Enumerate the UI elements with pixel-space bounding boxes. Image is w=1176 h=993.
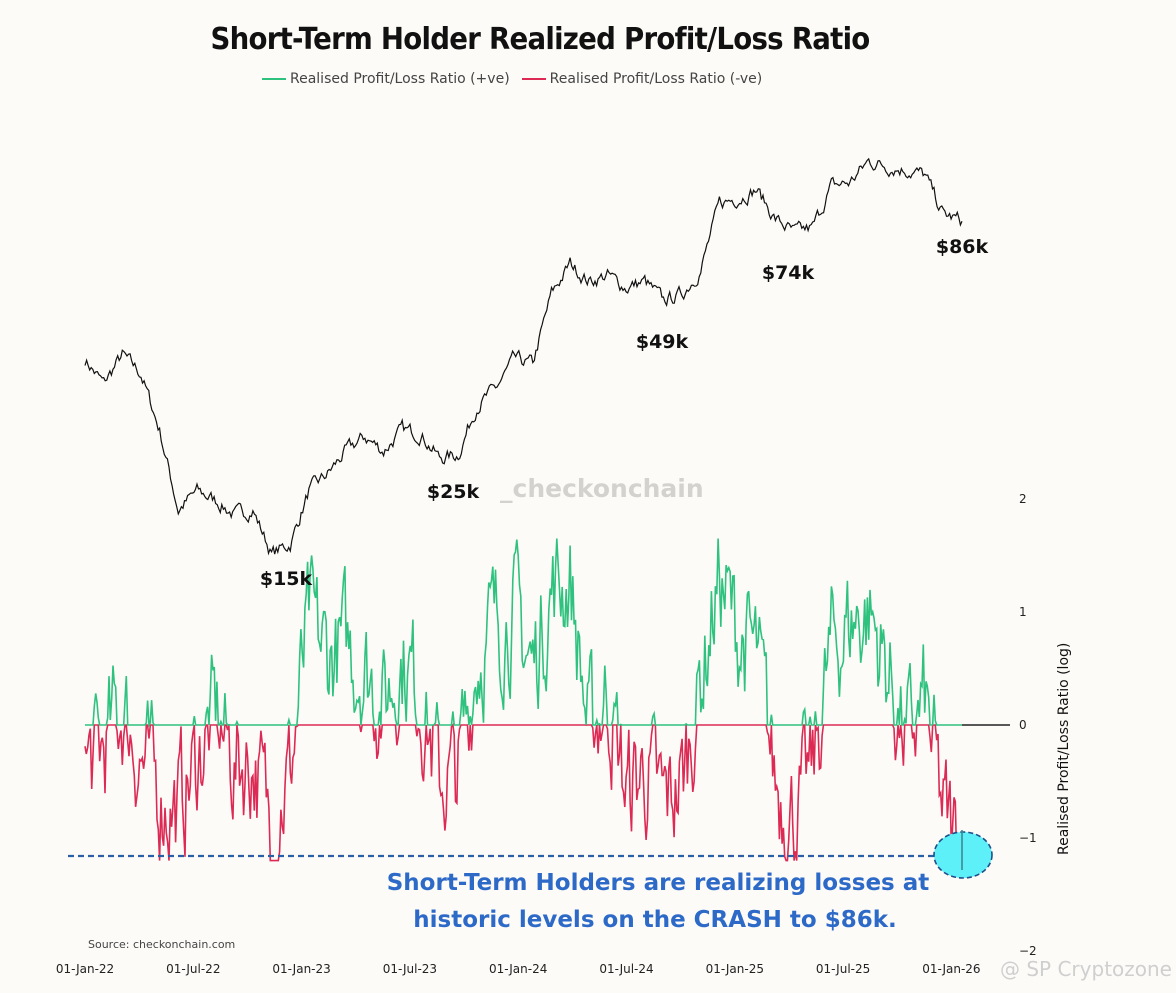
legend-swatch-negative — [521, 78, 546, 80]
ratio-negative-line — [84, 723, 963, 862]
credit-watermark: @ SP Cryptozone — [1000, 957, 1172, 981]
axis-layer: 2 1 0 −1 −2 Realised Profit/Loss Ratio (log) 0… — [56, 492, 1072, 976]
legend-label-negative: Realised Profit/Loss Ratio (-ve) — [549, 71, 763, 87]
x-tick-label: 01-Jul-24 — [599, 962, 653, 976]
annotation-line-2: historic levels on the CRASH to $86k. — [413, 907, 896, 933]
x-tick-label: 01-Jul-23 — [383, 962, 437, 976]
highlight-circle — [933, 831, 993, 879]
ratio-layer — [84, 538, 1010, 862]
price-annotation: $49k — [636, 331, 689, 353]
legend-label-positive: Realised Profit/Loss Ratio (+ve) — [290, 71, 510, 87]
y-tick-label: 0 — [1019, 718, 1027, 732]
y-axis-label: Realised Profit/Loss Ratio (log) — [1056, 643, 1072, 855]
y-tick-label: 2 — [1019, 492, 1027, 506]
x-tick-label: 01-Jan-22 — [56, 962, 114, 976]
y-tick-label: −2 — [1019, 944, 1037, 958]
price-layer — [84, 157, 963, 556]
chart-legend: Realised Profit/Loss Ratio (+ve) Realise… — [262, 71, 768, 87]
y-tick-label: 1 — [1019, 605, 1027, 619]
x-tick-label: 01-Jan-23 — [272, 962, 330, 976]
x-tick-label: 01-Jan-26 — [922, 962, 980, 976]
price-annotation: $25k — [427, 481, 480, 503]
source-text: Source: checkonchain.com — [88, 938, 235, 951]
watermark-text: _checkonchain — [500, 474, 704, 503]
y-tick-label: −1 — [1019, 831, 1037, 845]
x-tick-label: 01-Jan-25 — [706, 962, 764, 976]
price-annotation: $86k — [936, 236, 989, 258]
legend-swatch-positive — [262, 78, 286, 80]
price-line — [84, 157, 963, 556]
x-tick-label: 01-Jul-25 — [816, 962, 870, 976]
ratio-positive-line — [85, 538, 962, 728]
chart-title: Short-Term Holder Realized Profit/Loss R… — [210, 22, 870, 57]
x-tick-label: 01-Jul-22 — [166, 962, 220, 976]
annotation-line-1: Short-Term Holders are realizing losses … — [387, 870, 930, 896]
price-annotation: $74k — [762, 262, 815, 284]
legend-item-negative: Realised Profit/Loss Ratio (-ve) — [521, 71, 763, 87]
price-annotation: $15k — [260, 568, 313, 590]
x-tick-label: 01-Jan-24 — [489, 962, 547, 976]
legend-item-positive: Realised Profit/Loss Ratio (+ve) — [262, 71, 510, 87]
annotation-layer: $15k $25k $49k $74k $86k _checkonchain Short-T… — [68, 236, 1172, 981]
